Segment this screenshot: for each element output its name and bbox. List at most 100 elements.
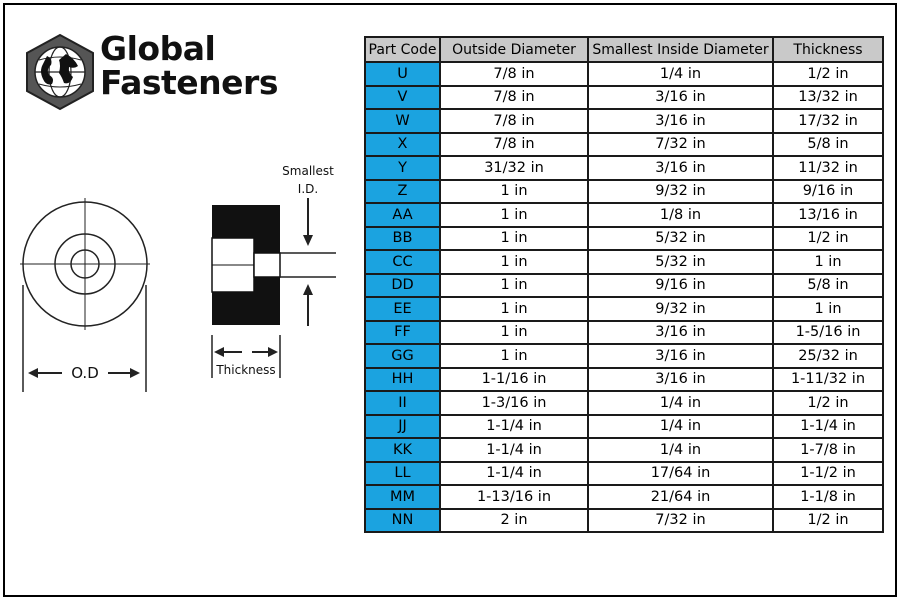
part-code-cell: V (364, 84, 441, 110)
thickness-cell: 1 in (772, 249, 884, 275)
part-code-cell: EE (364, 296, 441, 322)
inside-diameter-cell: 5/32 in (587, 249, 774, 275)
part-code-cell: BB (364, 225, 441, 251)
thickness-cell: 1-1/2 in (772, 460, 884, 486)
outside-diameter-cell: 7/8 in (439, 108, 589, 134)
table-row: CC 1 in 5/32 in 1 in (364, 249, 884, 275)
part-code-cell: MM (364, 484, 441, 510)
inside-diameter-cell: 1/4 in (587, 437, 774, 463)
smallest-id-label-line2: I.D. (297, 182, 319, 196)
thickness-cell: 13/32 in (772, 84, 884, 110)
outside-diameter-cell: 1 in (439, 202, 589, 228)
outside-diameter-cell: 1 in (439, 343, 589, 369)
part-code-cell: KK (364, 437, 441, 463)
smallest-id-label-line1: Smallest (282, 164, 334, 178)
part-code-cell: LL (364, 460, 441, 486)
outside-diameter-cell: 1 in (439, 319, 589, 345)
part-code-cell: JJ (364, 413, 441, 439)
header-outside-diameter: Outside Diameter (439, 36, 589, 63)
thickness-cell: 1-1/4 in (772, 413, 884, 439)
outside-diameter-cell: 1-13/16 in (439, 484, 589, 510)
part-code-cell: AA (364, 202, 441, 228)
thickness-label: Thickness (216, 363, 276, 377)
outside-diameter-cell: 1 in (439, 296, 589, 322)
inside-diameter-cell: 3/16 in (587, 343, 774, 369)
smallest-id-label: Smallest I.D. (276, 162, 340, 198)
thickness-cell: 1 in (772, 296, 884, 322)
front-view (20, 198, 150, 392)
brand-logo: Global Fasteners (20, 32, 290, 112)
table-header-row: Part Code Outside Diameter Smallest Insi… (364, 36, 884, 63)
inside-diameter-cell: 9/32 in (587, 178, 774, 204)
part-code-cell: Y (364, 155, 441, 181)
header-part-code: Part Code (364, 36, 441, 63)
inside-diameter-cell: 3/16 in (587, 155, 774, 181)
part-code-cell: HH (364, 366, 441, 392)
table-row: X 7/8 in 7/32 in 5/8 in (364, 131, 884, 157)
outside-diameter-cell: 1 in (439, 178, 589, 204)
inside-diameter-cell: 3/16 in (587, 366, 774, 392)
header-thickness: Thickness (772, 36, 884, 63)
table-row: U 7/8 in 1/4 in 1/2 in (364, 61, 884, 87)
part-code-cell: X (364, 131, 441, 157)
part-code-cell: DD (364, 272, 441, 298)
thickness-cell: 1-11/32 in (772, 366, 884, 392)
brand-name-line1: Global (100, 29, 216, 68)
outside-diameter-cell: 1 in (439, 249, 589, 275)
outside-diameter-cell: 7/8 in (439, 84, 589, 110)
outside-diameter-cell: 1-1/4 in (439, 413, 589, 439)
outside-diameter-cell: 7/8 in (439, 131, 589, 157)
table-row: HH 1-1/16 in 3/16 in 1-11/32 in (364, 366, 884, 392)
inside-diameter-cell: 7/32 in (587, 131, 774, 157)
inside-diameter-cell: 1/4 in (587, 390, 774, 416)
thickness-cell: 1-1/8 in (772, 484, 884, 510)
outside-diameter-cell: 2 in (439, 507, 589, 533)
part-code-cell: U (364, 61, 441, 87)
outside-diameter-cell: 7/8 in (439, 61, 589, 87)
thickness-cell: 11/32 in (772, 155, 884, 181)
outside-diameter-cell: 1-3/16 in (439, 390, 589, 416)
inside-diameter-cell: 9/16 in (587, 272, 774, 298)
thickness-cell: 1-7/8 in (772, 437, 884, 463)
inside-diameter-cell: 3/16 in (587, 84, 774, 110)
table-row: JJ 1-1/4 in 1/4 in 1-1/4 in (364, 413, 884, 439)
thickness-cell: 5/8 in (772, 272, 884, 298)
part-spec-table: Part Code Outside Diameter Smallest Insi… (364, 36, 884, 533)
inside-diameter-cell: 5/32 in (587, 225, 774, 251)
inside-diameter-cell: 7/32 in (587, 507, 774, 533)
part-code-cell: II (364, 390, 441, 416)
thickness-cell: 1/2 in (772, 507, 884, 533)
table-row: BB 1 in 5/32 in 1/2 in (364, 225, 884, 251)
outside-diameter-cell: 1-1/16 in (439, 366, 589, 392)
outside-diameter-cell: 1 in (439, 225, 589, 251)
brand-name-line2: Fasteners (100, 63, 278, 102)
inside-diameter-cell: 17/64 in (587, 460, 774, 486)
table-row: DD 1 in 9/16 in 5/8 in (364, 272, 884, 298)
table-row: V 7/8 in 3/16 in 13/32 in (364, 84, 884, 110)
side-view (211, 198, 336, 378)
thickness-cell: 17/32 in (772, 108, 884, 134)
table-row: AA 1 in 1/8 in 13/16 in (364, 202, 884, 228)
table-row: II 1-3/16 in 1/4 in 1/2 in (364, 390, 884, 416)
outside-diameter-cell: 1 in (439, 272, 589, 298)
brand-name: Global Fasteners (100, 32, 278, 100)
thickness-cell: 25/32 in (772, 343, 884, 369)
part-code-cell: NN (364, 507, 441, 533)
table-row: LL 1-1/4 in 17/64 in 1-1/2 in (364, 460, 884, 486)
outside-diameter-cell: 31/32 in (439, 155, 589, 181)
table-row: NN 2 in 7/32 in 1/2 in (364, 507, 884, 533)
washer-diagram (20, 198, 336, 392)
thickness-cell: 9/16 in (772, 178, 884, 204)
part-code-cell: W (364, 108, 441, 134)
table-row: MM 1-13/16 in 21/64 in 1-1/8 in (364, 484, 884, 510)
thickness-cell: 1/2 in (772, 390, 884, 416)
part-code-cell: FF (364, 319, 441, 345)
inside-diameter-cell: 21/64 in (587, 484, 774, 510)
table-row: GG 1 in 3/16 in 25/32 in (364, 343, 884, 369)
part-code-cell: GG (364, 343, 441, 369)
outside-diameter-cell: 1-1/4 in (439, 437, 589, 463)
header-smallest-inside-diameter: Smallest Inside Diameter (587, 36, 774, 63)
inside-diameter-cell: 9/32 in (587, 296, 774, 322)
thickness-cell: 5/8 in (772, 131, 884, 157)
